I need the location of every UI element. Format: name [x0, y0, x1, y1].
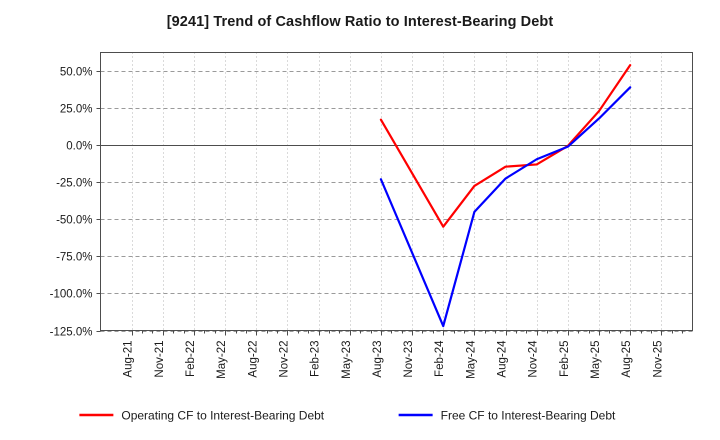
x-axis-ticks: Aug-21 Nov-21 Feb-22 May-22 Aug-22 Nov-22 Feb-… — [123, 330, 683, 379]
major-gridlines — [100, 71, 693, 332]
x-tick-label: Nov-25 — [652, 341, 664, 378]
x-tick-label: Feb-22 — [185, 341, 197, 377]
y-tick-label: -100.0% — [50, 289, 93, 301]
x-tick-label: Aug-23 — [372, 341, 384, 378]
y-tick-label: -75.0% — [56, 252, 92, 264]
x-tick-label: Feb-23 — [310, 341, 322, 377]
series-line-operating-cf — [379, 63, 632, 228]
y-tick-label: 50.0% — [60, 67, 93, 79]
minor-gridlines — [132, 52, 662, 331]
data-series — [379, 63, 632, 328]
x-tick-label: Feb-25 — [559, 341, 571, 377]
x-tick-label: Nov-22 — [278, 341, 290, 378]
x-tick-label: Aug-24 — [497, 340, 509, 378]
legend-label: Operating CF to Interest-Bearing Debt — [121, 409, 324, 423]
x-tick-label: Aug-22 — [247, 341, 259, 378]
axis-frame — [99, 51, 694, 332]
chart-legend: Operating CF to Interest-Bearing Debt Fre… — [79, 409, 616, 423]
y-axis-ticks: 50.0% 25.0% 0.0% -25.0% -50.0% -75.0% -100.0% -… — [50, 67, 101, 339]
legend-label: Free CF to Interest-Bearing Debt — [441, 409, 616, 423]
x-tick-label: May-22 — [216, 341, 228, 379]
x-tick-label: Aug-25 — [621, 341, 633, 378]
x-tick-label: Nov-23 — [403, 341, 415, 378]
y-tick-label: -50.0% — [56, 215, 92, 227]
plot-border — [99, 51, 694, 332]
series-line-free-cf — [379, 86, 632, 328]
x-tick-label: Feb-24 — [434, 340, 446, 377]
y-tick-label: 25.0% — [60, 104, 93, 116]
x-tick-label: Nov-24 — [528, 340, 540, 378]
x-tick-label: Aug-21 — [123, 341, 135, 378]
y-tick-label: 0.0% — [66, 141, 92, 153]
chart-title: [9241] Trend of Cashflow Ratio to Intere… — [166, 14, 554, 30]
y-tick-label: -25.0% — [56, 178, 92, 190]
x-tick-label: May-23 — [341, 341, 353, 379]
x-tick-label: May-24 — [465, 340, 477, 379]
x-tick-label: Nov-21 — [154, 341, 166, 378]
x-tick-label: May-25 — [590, 341, 602, 379]
y-tick-label: -125.0% — [50, 327, 93, 339]
